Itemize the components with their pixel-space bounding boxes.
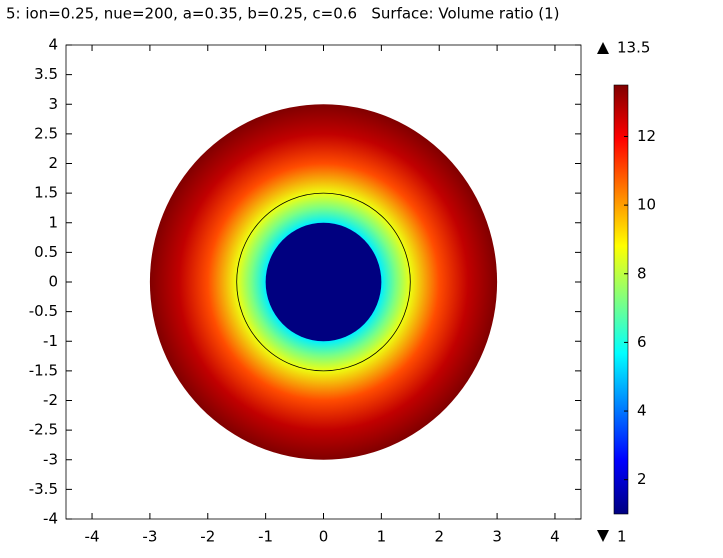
max-label: 13.5: [617, 39, 650, 57]
colorbar: [613, 84, 629, 515]
y-tick-label: 1.5: [34, 184, 58, 202]
min-label: 1: [617, 528, 627, 546]
inner-region: [265, 222, 382, 342]
x-tick-label: 1: [377, 528, 387, 546]
min-marker: [597, 530, 609, 542]
y-tick-label: 1: [48, 213, 58, 231]
x-tick-label: -4: [85, 528, 100, 546]
y-tick-label: -2: [43, 391, 58, 409]
x-tick-label: 3: [492, 528, 502, 546]
x-tick-label: 2: [434, 528, 444, 546]
x-tick-label: -2: [200, 528, 215, 546]
colorbar-tick-label: 2: [637, 470, 647, 488]
y-tick-label: -3: [43, 450, 58, 468]
x-tick-label: 4: [550, 528, 560, 546]
colorbar-tick-label: 6: [637, 333, 647, 351]
y-tick-label: -0.5: [29, 302, 58, 320]
y-tick-label: 0.5: [34, 243, 58, 261]
y-tick-label: -1: [43, 332, 58, 350]
y-tick-label: 4: [48, 36, 58, 54]
max-marker: [597, 42, 609, 54]
colorbar-tick-label: 8: [637, 264, 647, 282]
colorbar-tick-label: 10: [637, 196, 656, 214]
y-tick-label: -3.5: [29, 480, 58, 498]
y-tick-label: -4: [43, 510, 58, 528]
x-tick-label: -1: [258, 528, 273, 546]
x-tick-label: 0: [319, 528, 329, 546]
y-tick-label: 2.5: [34, 124, 58, 142]
y-tick-label: 3.5: [34, 65, 58, 83]
chart-title: 5: ion=0.25, nue=200, a=0.35, b=0.25, c=…: [6, 5, 560, 23]
y-tick-label: 0: [48, 273, 58, 291]
y-tick-label: 2: [48, 154, 58, 172]
x-tick-label: -3: [142, 528, 157, 546]
boundary-line: [236, 192, 411, 372]
y-tick-label: 3: [48, 95, 58, 113]
colorbar-tick-label: 4: [637, 402, 647, 420]
colorbar-tick-label: 12: [637, 127, 656, 145]
y-tick-label: -1.5: [29, 361, 58, 379]
y-tick-label: -2.5: [29, 421, 58, 439]
